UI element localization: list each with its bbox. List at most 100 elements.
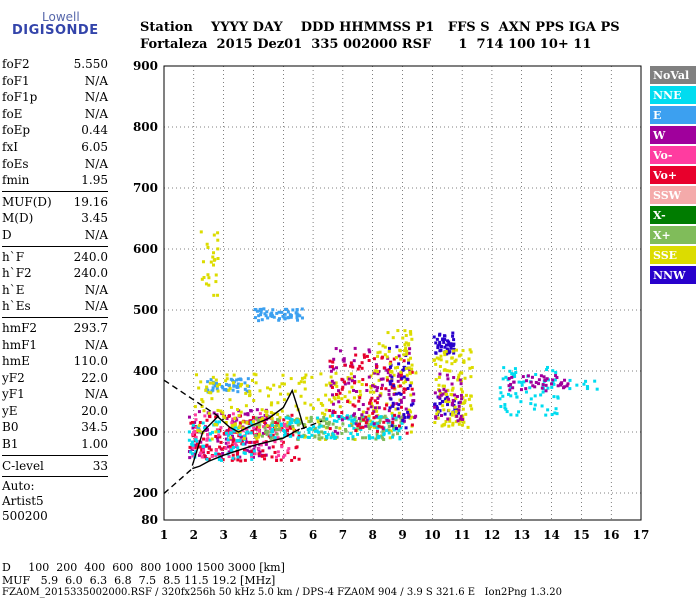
echo-point bbox=[358, 389, 362, 393]
echo-point bbox=[533, 385, 537, 389]
echo-point bbox=[249, 453, 253, 457]
echo-point bbox=[545, 368, 549, 372]
echo-point bbox=[219, 426, 223, 430]
echo-point bbox=[399, 392, 403, 396]
echo-point bbox=[366, 407, 370, 411]
echo-point bbox=[217, 429, 221, 433]
echo-point bbox=[405, 349, 409, 353]
echo-point bbox=[267, 446, 271, 450]
echo-point bbox=[206, 451, 210, 455]
param-value: 20.0 bbox=[81, 403, 108, 418]
echo-point bbox=[281, 440, 285, 444]
echo-point bbox=[457, 354, 461, 358]
echo-point bbox=[372, 357, 376, 361]
echo-point bbox=[342, 359, 346, 363]
echo-point bbox=[359, 426, 363, 430]
echo-point bbox=[373, 399, 377, 403]
echo-point bbox=[224, 441, 228, 445]
echo-point bbox=[268, 387, 272, 391]
echo-point bbox=[374, 363, 378, 367]
echo-point bbox=[232, 384, 236, 388]
echo-point bbox=[373, 408, 377, 412]
echo-point bbox=[447, 397, 451, 401]
echo-point bbox=[452, 376, 456, 380]
echo-point bbox=[453, 405, 457, 409]
echo-point bbox=[257, 416, 261, 420]
echo-point bbox=[367, 425, 371, 429]
echo-point bbox=[237, 414, 241, 418]
echo-point bbox=[439, 393, 443, 397]
echo-point bbox=[461, 349, 465, 353]
echo-point bbox=[245, 390, 249, 394]
echo-point bbox=[524, 387, 528, 391]
echo-point bbox=[286, 428, 290, 432]
echo-point bbox=[250, 419, 254, 423]
echo-point bbox=[392, 384, 396, 388]
echo-point bbox=[459, 353, 463, 357]
param-row: foEp 0.44 bbox=[2, 122, 108, 139]
echo-point bbox=[235, 418, 239, 422]
echo-point bbox=[451, 401, 455, 405]
dashed-profile-curve bbox=[300, 420, 323, 430]
echo-point bbox=[341, 385, 345, 389]
param-label: yE bbox=[2, 403, 18, 418]
echo-point bbox=[332, 357, 336, 361]
echo-point bbox=[351, 437, 355, 441]
echo-point bbox=[511, 386, 515, 390]
echo-point bbox=[334, 381, 338, 385]
echo-point bbox=[216, 384, 220, 388]
echo-point bbox=[310, 375, 314, 379]
echo-point bbox=[331, 367, 335, 371]
echo-point bbox=[279, 392, 283, 396]
echo-point bbox=[459, 393, 463, 397]
param-value: N/A bbox=[84, 387, 108, 402]
echo-point bbox=[259, 310, 263, 314]
echo-point bbox=[565, 384, 569, 388]
echo-point bbox=[400, 376, 404, 380]
echo-point bbox=[441, 392, 445, 396]
echo-point bbox=[339, 415, 343, 419]
echo-point bbox=[544, 413, 548, 417]
echo-point bbox=[273, 440, 277, 444]
echo-point bbox=[375, 364, 379, 368]
param-label: h`F bbox=[2, 249, 25, 264]
echo-point bbox=[377, 421, 381, 425]
echo-point bbox=[403, 343, 407, 347]
echo-point bbox=[229, 428, 233, 432]
echo-point bbox=[383, 407, 387, 411]
echo-point bbox=[255, 422, 259, 426]
echo-point bbox=[286, 449, 290, 453]
echo-point bbox=[391, 435, 395, 439]
echo-point bbox=[435, 406, 439, 410]
ionogram-chart: 1 2 3 4 5 6 7 8 9 10 11 12 13 14 15 16 17802003004005006… bbox=[133, 59, 696, 542]
param-value: 33 bbox=[92, 458, 108, 473]
echo-point bbox=[352, 421, 356, 425]
param-row: foF2 5.550 bbox=[2, 56, 108, 73]
echo-point bbox=[277, 419, 281, 423]
echo-point bbox=[409, 381, 413, 385]
echo-point bbox=[457, 373, 461, 377]
echo-point bbox=[282, 382, 286, 386]
echo-point bbox=[202, 454, 206, 458]
echo-point bbox=[454, 348, 458, 352]
echo-point bbox=[249, 440, 253, 444]
echo-point bbox=[320, 411, 324, 415]
echo-point bbox=[364, 421, 368, 425]
echo-point bbox=[378, 350, 382, 354]
echo-point bbox=[390, 370, 394, 374]
echo-point bbox=[303, 401, 307, 405]
param-label: hmF1 bbox=[2, 337, 38, 352]
param-label: yF2 bbox=[2, 370, 25, 385]
echo-point bbox=[254, 373, 258, 377]
echo-point bbox=[443, 337, 447, 341]
echo-point bbox=[251, 455, 255, 459]
echo-point bbox=[194, 436, 198, 440]
echo-point bbox=[402, 353, 406, 357]
echo-point bbox=[539, 393, 543, 397]
param-label: foF2 bbox=[2, 57, 30, 71]
echo-point bbox=[206, 245, 210, 249]
echo-point bbox=[442, 334, 446, 338]
echo-point bbox=[410, 415, 414, 419]
echo-point bbox=[556, 384, 560, 388]
echo-point bbox=[260, 434, 264, 438]
